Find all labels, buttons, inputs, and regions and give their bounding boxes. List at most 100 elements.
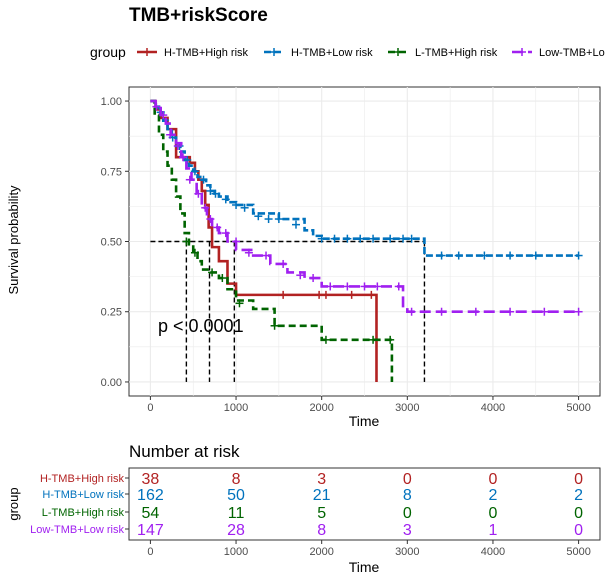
censor-mark <box>356 234 365 243</box>
risk-x-tick-label: 4000 <box>481 546 505 558</box>
risk-count: 2 <box>489 487 498 504</box>
censor-mark <box>178 153 187 162</box>
censor-mark <box>343 234 352 243</box>
censor-mark <box>211 189 220 198</box>
censor-mark <box>574 307 583 316</box>
median-survival-lines <box>150 240 426 382</box>
censor-mark <box>235 299 244 308</box>
censor-mark <box>454 251 463 260</box>
censor-mark <box>194 189 203 198</box>
legend-label: Low-TMB+Lo <box>539 47 605 59</box>
x-axis-label: Time <box>349 413 380 429</box>
y-axis-label: Survival probability <box>6 185 21 295</box>
censor-mark <box>531 251 540 260</box>
censor-mark <box>206 215 215 224</box>
risk-count: 0 <box>489 471 498 488</box>
risk-count: 1 <box>489 522 498 539</box>
risk-count: 0 <box>403 505 412 522</box>
censor-mark <box>386 335 395 344</box>
risk-count: 8 <box>317 522 326 539</box>
censor-mark <box>315 290 324 299</box>
risk-count: 0 <box>403 471 412 488</box>
survival-curve-l-tmb-high-risk <box>150 99 394 382</box>
censor-mark <box>232 200 241 209</box>
censor-mark <box>185 175 194 184</box>
x-tick-label: 0 <box>147 402 153 414</box>
censor-mark <box>367 290 376 299</box>
risk-row-label: L-TMB+High risk <box>42 507 125 519</box>
y-tick-label: 0.50 <box>101 237 122 249</box>
risk-row-label: H-TMB+Low risk <box>42 489 124 501</box>
risk-count: 3 <box>403 522 412 539</box>
censor-mark <box>199 175 208 184</box>
risk-count: 5 <box>317 505 326 522</box>
x-tick-label: 4000 <box>481 402 505 414</box>
y-tick-label: 0.75 <box>101 166 122 178</box>
censor-mark <box>244 248 253 257</box>
censor-mark <box>166 130 175 139</box>
censor-mark <box>182 237 191 246</box>
censor-mark <box>437 307 446 316</box>
censor-mark <box>386 234 395 243</box>
legend: group H-TMB+High risk H-TMB+Low risk L-TMB… <box>90 44 605 60</box>
chart-title: TMB+riskScore <box>129 5 268 26</box>
censor-mark <box>309 274 318 283</box>
legend-label: H-TMB+Low risk <box>291 47 373 59</box>
risk-count: 8 <box>403 487 412 504</box>
censor-mark <box>262 251 271 260</box>
censor-mark <box>506 307 515 316</box>
censor-mark <box>407 307 416 316</box>
risk-x-tick-label: 3000 <box>395 546 419 558</box>
censor-mark <box>232 237 241 246</box>
censor-mark <box>190 248 199 257</box>
censor-mark <box>221 229 230 238</box>
censor-mark <box>270 321 279 330</box>
censor-mark <box>369 234 378 243</box>
risk-row-label: Low-TMB+Low risk <box>30 524 124 536</box>
censor-mark <box>574 251 583 260</box>
legend-label: H-TMB+High risk <box>164 47 249 59</box>
censor-mark <box>208 268 217 277</box>
survival-curve-low-tmb-low-risk <box>150 99 579 314</box>
risk-count: 54 <box>142 505 160 522</box>
risk-count: 50 <box>227 487 245 504</box>
censor-mark <box>321 335 330 344</box>
risk-table-title: Number at risk <box>129 442 240 461</box>
risk-table-border <box>128 467 601 541</box>
risk-count: 3 <box>317 471 326 488</box>
censor-mark <box>540 307 549 316</box>
risk-count: 8 <box>232 471 241 488</box>
x-tick-label: 1000 <box>224 402 248 414</box>
risk-x-tick-label: 0 <box>147 546 153 558</box>
legend-label: L-TMB+High risk <box>415 47 498 59</box>
censor-mark <box>159 111 168 120</box>
censor-mark <box>240 203 249 212</box>
risk-count: 147 <box>137 522 164 539</box>
censor-mark <box>407 234 416 243</box>
censor-mark <box>480 251 489 260</box>
risk-x-tick-label: 1000 <box>224 546 248 558</box>
x-tick-label: 3000 <box>395 402 419 414</box>
risk-count: 0 <box>489 505 498 522</box>
censor-mark <box>218 274 227 283</box>
censor-mark <box>330 234 339 243</box>
risk-count: 0 <box>574 505 583 522</box>
censor-mark <box>152 102 161 111</box>
risk-count: 28 <box>227 522 245 539</box>
censor-mark <box>347 290 356 299</box>
censor-mark <box>296 271 305 280</box>
censor-mark <box>190 167 199 176</box>
y-tick-label: 0.25 <box>101 307 122 319</box>
risk-x-tick-label: 5000 <box>566 546 590 558</box>
risk-count: 2 <box>574 487 583 504</box>
risk-y-axis-label: group <box>6 487 21 520</box>
legend-title: group <box>90 44 126 60</box>
censor-mark <box>291 220 300 229</box>
y-tick-label: 1.00 <box>101 96 122 108</box>
p-value-annotation: p < 0.0001 <box>158 316 244 336</box>
censor-mark <box>173 141 182 150</box>
risk-x-axis-label: Time <box>349 559 380 575</box>
risk-x-tick-label: 2000 <box>309 546 333 558</box>
censor-mark <box>437 251 446 260</box>
censor-mark <box>321 290 330 299</box>
